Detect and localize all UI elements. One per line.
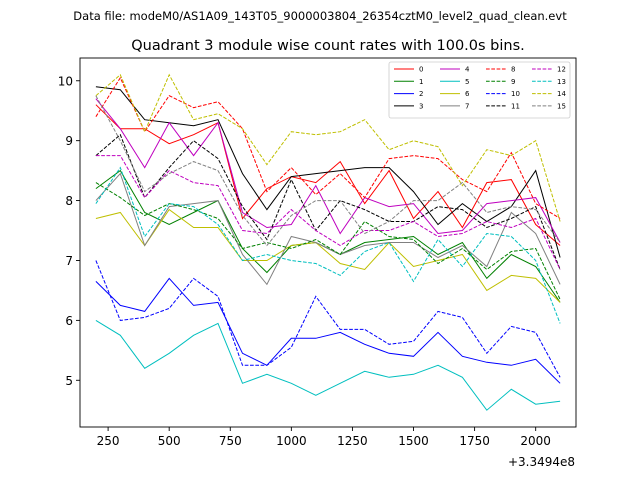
series-layer xyxy=(95,73,561,411)
series-line-13 xyxy=(95,166,561,324)
series-line-15 xyxy=(95,95,561,247)
legend-label-1: 1 xyxy=(419,78,423,86)
header-text: Data file: modeM0/AS1A09_143T05_90000038… xyxy=(73,9,567,23)
x-tick-label: 750 xyxy=(219,434,242,448)
legend-label-8: 8 xyxy=(511,66,515,74)
legend-label-2: 2 xyxy=(419,90,423,98)
legend-label-10: 10 xyxy=(511,90,520,98)
series-line-5 xyxy=(95,319,561,411)
x-tick-label: 500 xyxy=(158,434,181,448)
legend-label-4: 4 xyxy=(465,66,470,74)
series-line-14 xyxy=(95,73,561,222)
x-tick-label: 250 xyxy=(97,434,120,448)
y-tick-label: 7 xyxy=(65,254,73,268)
series-line-4 xyxy=(95,98,561,243)
series-line-11 xyxy=(95,133,561,270)
series-line-3 xyxy=(95,86,561,258)
chart-title: Quadrant 3 module wise count rates with … xyxy=(131,38,525,54)
series-line-2 xyxy=(95,277,561,384)
x-tick-label: 1500 xyxy=(398,434,429,448)
legend-label-13: 13 xyxy=(557,78,566,86)
y-tick-label: 9 xyxy=(65,134,73,148)
y-tick-label: 6 xyxy=(65,314,73,328)
legend-label-7: 7 xyxy=(465,102,469,110)
legend-label-5: 5 xyxy=(465,78,469,86)
series-line-10 xyxy=(95,260,561,378)
y-tick-label: 8 xyxy=(65,194,73,208)
series-line-12 xyxy=(95,155,561,270)
legend-label-3: 3 xyxy=(419,102,423,110)
x-tick-label: 1000 xyxy=(276,434,307,448)
legend-label-14: 14 xyxy=(557,90,566,98)
legend-label-12: 12 xyxy=(557,66,566,74)
series-line-7 xyxy=(95,172,561,286)
x-offset-label: +3.3494e8 xyxy=(508,455,575,469)
legend-label-0: 0 xyxy=(419,66,423,74)
legend-box xyxy=(388,61,571,119)
series-line-6 xyxy=(95,208,561,303)
x-tick-label: 1250 xyxy=(337,434,368,448)
legend-label-11: 11 xyxy=(511,102,520,110)
x-tick-label: 1750 xyxy=(459,434,490,448)
y-tick-label: 5 xyxy=(65,374,73,388)
x-tick-label: 2000 xyxy=(520,434,551,448)
legend-label-9: 9 xyxy=(511,78,515,86)
legend-label-15: 15 xyxy=(557,102,566,110)
plot-frame xyxy=(79,57,577,428)
y-tick-label: 10 xyxy=(58,74,73,88)
legend-label-6: 6 xyxy=(465,90,470,98)
